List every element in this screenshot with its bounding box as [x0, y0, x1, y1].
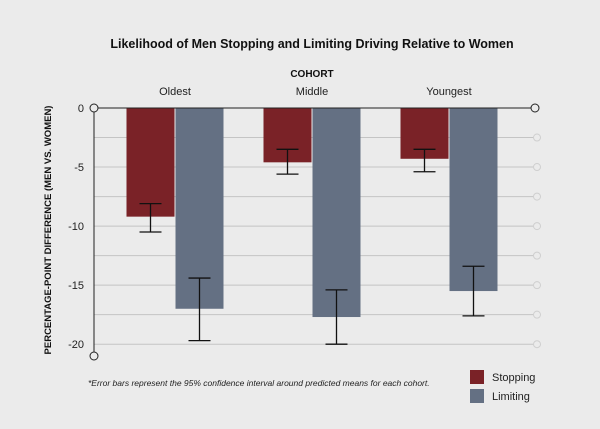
- right-axis-marker: [533, 251, 541, 260]
- baseline-left-marker: [89, 103, 99, 113]
- bar-limiting: [449, 108, 498, 292]
- y-tick-label: 0: [78, 103, 84, 115]
- legend-label-stopping: Stopping: [492, 372, 535, 384]
- category-label: Middle: [296, 86, 328, 98]
- legend-swatch-limiting: [470, 389, 484, 403]
- y-axis-title: PERCENTAGE-POINT DIFFERENCE (MEN VS. WOM…: [43, 106, 54, 355]
- legend: Stopping Limiting: [470, 370, 535, 403]
- y-tick-label: -15: [68, 280, 84, 292]
- legend-swatch-stopping: [470, 370, 484, 384]
- right-axis-marker: [533, 281, 541, 290]
- right-axis-marker: [533, 192, 541, 201]
- y-tick-label: -10: [68, 221, 84, 233]
- error-bars: [139, 148, 485, 345]
- right-axis-marker: [533, 133, 541, 142]
- footnote: *Error bars represent the 95% confidence…: [88, 378, 430, 388]
- category-label: Youngest: [426, 86, 471, 98]
- cohort-axis-title: COHORT: [290, 69, 333, 80]
- bars: [126, 108, 498, 318]
- bar-stopping: [126, 108, 175, 217]
- right-axis-marker: [533, 340, 541, 349]
- y-tick-label: -20: [68, 339, 84, 351]
- y-axis-end-marker: [89, 351, 99, 361]
- bar-limiting: [175, 108, 224, 309]
- right-axis-marker: [533, 310, 541, 319]
- y-tick-label: -5: [74, 162, 84, 174]
- legend-label-limiting: Limiting: [492, 391, 530, 403]
- category-label: Oldest: [159, 86, 191, 98]
- baseline-right-marker: [530, 103, 540, 113]
- right-axis-marker: [533, 222, 541, 231]
- right-axis-marker: [533, 163, 541, 172]
- category-labels: Oldest Middle Youngest: [159, 86, 472, 98]
- bar-limiting: [312, 108, 361, 318]
- chart-title: Likelihood of Men Stopping and Limiting …: [110, 37, 513, 51]
- y-axis: 0 -5 -10 -15 -20: [68, 103, 540, 361]
